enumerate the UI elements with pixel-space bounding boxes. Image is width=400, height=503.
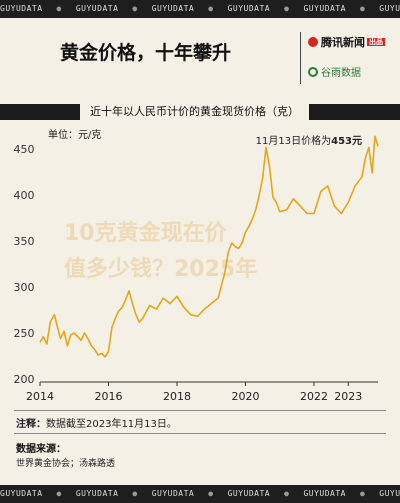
- chart-subtitle: 近十年以人民币计价的黄金现货价格（克）: [80, 102, 309, 122]
- band-text: GUYUDATA: [227, 4, 271, 13]
- band-text: GUYUDATA: [303, 4, 346, 13]
- band-dot-icon: ●: [132, 489, 138, 498]
- header-divider: [300, 32, 301, 84]
- band-text: GUYUDATA: [75, 489, 119, 498]
- note: 注释：数据截至2023年11月13日。: [16, 415, 177, 430]
- y-tick-label: 250: [14, 327, 35, 340]
- band-text: GUYUDATA: [151, 4, 195, 13]
- band-text: GUYUDATA: [227, 489, 271, 498]
- y-tick-label: 400: [14, 189, 35, 202]
- tencent-news-icon: [308, 37, 318, 47]
- brand-primary-name: 腾讯新闻: [321, 36, 365, 49]
- band-dot-icon: ●: [359, 4, 366, 13]
- band-dot-icon: ●: [56, 489, 62, 498]
- brand-logo-primary: 腾讯新闻 出品: [308, 34, 385, 50]
- x-tick-label: 2020: [231, 390, 259, 403]
- y-tick-label: 300: [14, 281, 35, 294]
- x-tick-label: 2022: [300, 390, 328, 403]
- band-dot-icon: ●: [284, 489, 290, 498]
- y-tick-label: 200: [14, 373, 35, 386]
- band-dot-icon: ●: [208, 489, 214, 498]
- source-divider: [14, 433, 386, 434]
- unit-label: 单位：元/克: [48, 130, 102, 141]
- note-divider: [14, 410, 386, 411]
- header: 黄金价格，十年攀升 腾讯新闻 出品 谷雨数据: [0, 18, 400, 96]
- x-tick-label: 2023: [334, 390, 362, 403]
- band-text: GUYUDATA: [0, 489, 43, 498]
- y-tick-label: 450: [14, 143, 35, 156]
- band-dot-icon: ●: [359, 489, 366, 498]
- annotation-prefix: 11月13日价格为: [256, 134, 331, 147]
- band-dot-icon: ●: [208, 4, 214, 13]
- top-watermark-band: GUYUDATA ● GUYUDATA ● GUYUDATA ● GUYUDATA ● GUYU…: [0, 0, 400, 18]
- band-dot-icon: ●: [56, 4, 62, 13]
- band-text: GUYUDATA: [379, 4, 400, 13]
- annotation-label: 11月13日价格为453元: [256, 134, 362, 147]
- y-tick-label: 350: [14, 235, 35, 248]
- band-text: GUYUDATA: [0, 4, 43, 13]
- bottom-watermark-band: GUYUDATA ● GUYUDATA ● GUYUDATA ● GUYUDATA ● GUYU…: [0, 485, 400, 503]
- band-text: GUYUDATA: [303, 489, 346, 498]
- source-title: 数据来源：: [16, 444, 66, 455]
- annotation-value: 453元: [331, 135, 362, 147]
- gold-price-series-line: [39, 135, 379, 358]
- note-label: 注释：: [16, 419, 46, 430]
- source-text: 世界黄金协会；汤森路透: [16, 459, 116, 469]
- brand-primary-badge: 出品: [367, 38, 385, 46]
- guyu-data-icon: [308, 67, 318, 77]
- band-text: GUYUDATA: [379, 489, 400, 498]
- x-tick-label: 2018: [163, 390, 191, 403]
- note-text: 数据截至2023年11月13日。: [46, 419, 177, 430]
- brand-logo-secondary: 谷雨数据: [308, 64, 361, 79]
- page-title: 黄金价格，十年攀升: [60, 42, 232, 64]
- price-line-chart: 200 250 300 350 400 450 2014 2016 2018 2020 2022 20…: [14, 134, 379, 403]
- band-text: GUYUDATA: [151, 489, 195, 498]
- band-dot-icon: ●: [132, 4, 138, 13]
- x-tick-label: 2014: [26, 390, 54, 403]
- band-text: GUYUDATA: [75, 4, 119, 13]
- brand-secondary-name: 谷雨数据: [321, 68, 361, 79]
- band-dot-icon: ●: [284, 4, 290, 13]
- x-tick-label: 2016: [94, 390, 122, 403]
